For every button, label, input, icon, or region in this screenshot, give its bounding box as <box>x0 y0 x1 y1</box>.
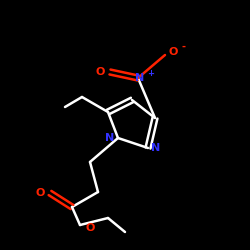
Text: N: N <box>136 73 144 83</box>
Text: +: + <box>148 68 154 78</box>
Text: O: O <box>168 47 178 57</box>
Text: O: O <box>95 67 105 77</box>
Text: O: O <box>35 188 45 198</box>
Text: N: N <box>152 143 160 153</box>
Text: -: - <box>182 42 186 52</box>
Text: O: O <box>85 223 95 233</box>
Text: N: N <box>106 133 114 143</box>
